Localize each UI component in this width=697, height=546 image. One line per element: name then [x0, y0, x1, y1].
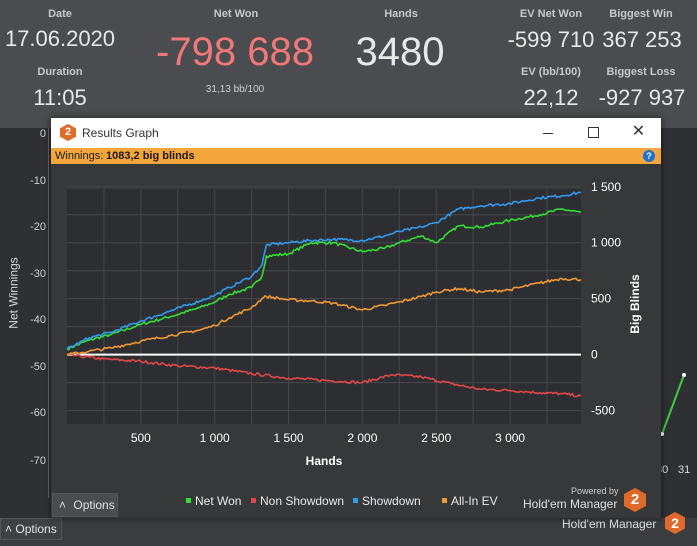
series-line: [66, 208, 582, 351]
title-bar[interactable]: 2 Results Graph ✕: [51, 118, 661, 148]
background-ytick: -60: [30, 407, 46, 419]
ev-net-won-label: EV Net Won: [519, 8, 583, 20]
net-won-label: Net Won: [213, 8, 259, 20]
window-title: Results Graph: [82, 126, 159, 140]
winnings-bar: Winnings: 1083,2 big blinds ?: [51, 148, 661, 164]
background-ytick: 0: [39, 128, 46, 140]
powered-by-text: Powered by: [571, 486, 619, 496]
results-graph-window: 2 Results Graph ✕ Winnings: 1083,2 big b…: [51, 118, 661, 518]
background-ytick: -30: [30, 268, 46, 280]
bottom-bar: [0, 518, 697, 546]
background-series-line: [661, 374, 685, 435]
y-tick-label: 1 500: [591, 180, 621, 194]
background-brand: Hold'em Manager: [562, 517, 657, 531]
legend-label: Non Showdown: [260, 494, 344, 508]
y-tick-label: 500: [591, 292, 611, 306]
options-button[interactable]: ˄ Options: [52, 493, 118, 517]
options-label: Options: [73, 498, 115, 512]
background-ytick: -50: [30, 361, 46, 373]
stats-panel: Date 17.06.2020 Duration 11:05 Net Won -…: [0, 0, 697, 128]
winnings-label: Winnings:: [55, 150, 104, 162]
close-icon: ✕: [631, 123, 646, 140]
background-ytick: -70: [30, 455, 46, 467]
legend-swatch: [353, 498, 358, 503]
legend-label: Net Won: [195, 494, 241, 508]
legend-swatch: [251, 498, 256, 503]
minimize-button[interactable]: [525, 118, 571, 148]
ev-bb100-label: EV (bb/100): [521, 66, 581, 78]
duration-value: 11:05: [33, 85, 87, 110]
legend-swatch: [186, 498, 191, 503]
hm-logo-icon: 2: [665, 512, 685, 534]
x-tick-label: 1 000: [200, 431, 230, 445]
legend-label: Showdown: [362, 494, 421, 508]
plot-area: [67, 189, 581, 424]
chevron-up-icon: ˄: [5, 522, 13, 536]
date-value: 17.06.2020: [4, 26, 116, 51]
chevron-up-icon: ˄: [59, 498, 67, 512]
results-chart: 500 1 000 1 500 2 000 2 500 3 000 -500 0 500 1 0…: [66, 180, 642, 508]
maximize-button[interactable]: [571, 118, 616, 148]
biggest-loss-value: -927 937: [598, 85, 686, 110]
biggest-loss-label: Biggest Loss: [606, 66, 676, 78]
series-line: [66, 191, 582, 350]
powered-logo-icon: 2: [624, 488, 646, 512]
background-point: [682, 373, 686, 377]
series-line: [66, 277, 582, 357]
close-button[interactable]: ✕: [616, 118, 661, 148]
background-point: [660, 432, 664, 436]
biggest-win-label: Biggest Win: [609, 8, 673, 20]
series-line: [66, 352, 582, 398]
hands-label: Hands: [384, 8, 418, 20]
y-tick-label: 0: [591, 348, 598, 362]
background-line: [660, 373, 686, 436]
x-tick-label: 3 000: [495, 431, 525, 445]
background-options-label: Options: [15, 522, 57, 536]
x-tick-label: 500: [131, 431, 151, 445]
y-tick-label: -500: [591, 404, 615, 418]
y-tick-label: 1 000: [591, 236, 621, 250]
background-xtick: 31: [678, 464, 691, 476]
background-y-axis: [48, 128, 49, 498]
app-logo-icon: 2: [60, 124, 76, 141]
date-label: Date: [48, 8, 72, 20]
net-won-value: -798 688: [156, 30, 314, 74]
window-brand: Hold'em Manager: [523, 497, 618, 511]
background-ytick: -40: [30, 314, 46, 326]
biggest-win-value: 367 253: [602, 27, 682, 52]
minimize-icon: [543, 133, 553, 134]
maximize-icon: [588, 127, 599, 138]
ev-bb100-value: 22,12: [523, 85, 579, 110]
x-tick-label: 2 500: [421, 431, 451, 445]
duration-label: Duration: [37, 66, 83, 78]
background-y-label: Net Winnings: [6, 257, 21, 329]
winnings-value: 1083,2 big blinds: [106, 150, 195, 162]
legend-label: All-In EV: [451, 494, 498, 508]
help-icon[interactable]: ?: [643, 150, 655, 162]
ev-net-won-value: -599 710: [507, 27, 595, 52]
x-tick-label: 1 500: [274, 431, 304, 445]
x-tick-label: 2 000: [347, 431, 377, 445]
hands-value: 3480: [355, 30, 445, 74]
legend-swatch: [442, 498, 447, 503]
net-won-bb100: 31,13 bb/100: [205, 84, 265, 95]
y-axis-label: Big Blinds: [628, 274, 642, 334]
x-axis-label: Hands: [306, 454, 343, 468]
background-ytick: -10: [30, 175, 46, 187]
background-ytick: -20: [30, 221, 46, 233]
background-options-button[interactable]: ˄ Options: [0, 518, 62, 540]
